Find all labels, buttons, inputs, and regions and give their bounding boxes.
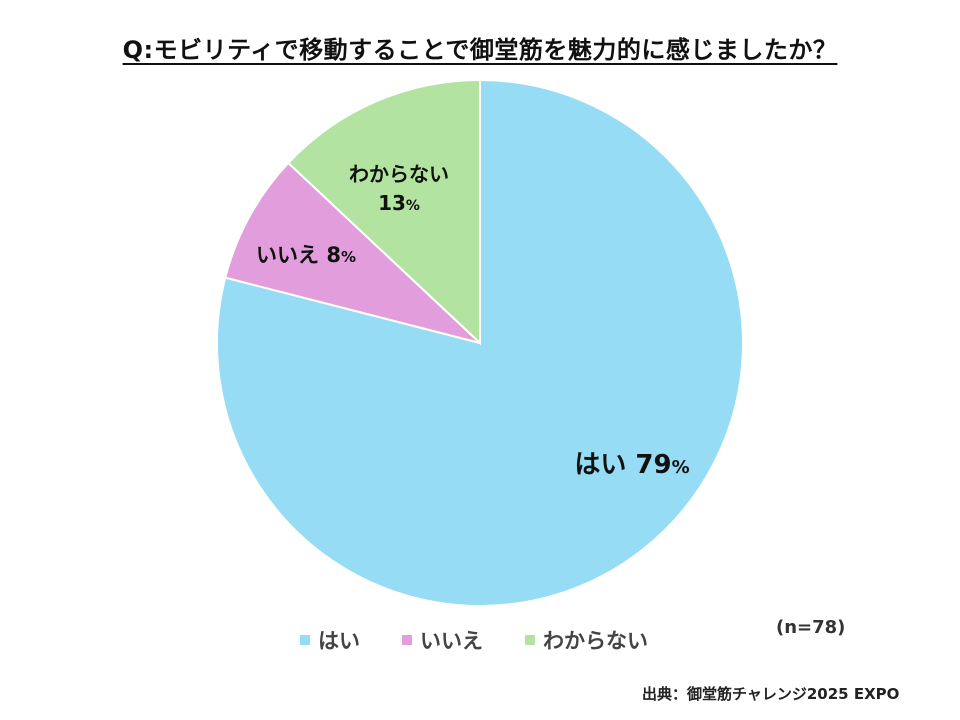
pie-labels: はい 79% いいえ 8% わからない 13% <box>256 162 690 480</box>
legend-swatch-yes <box>300 635 310 645</box>
legend-swatch-unknown <box>525 635 535 645</box>
slice-unknown <box>286 78 481 346</box>
legend-swatch-no <box>402 635 412 645</box>
legend-item-yes: はい <box>300 625 360 655</box>
legend-item-unknown: わからない <box>525 625 648 655</box>
legend-label-no: いいえ <box>420 629 483 653</box>
legend-label-yes: はい <box>318 629 360 653</box>
chart-title-text: Q:モビリティで移動することで御堂筋を魅力的に感じましたか？ <box>122 36 838 64</box>
slice-no <box>224 161 481 344</box>
legend-item-no: いいえ <box>402 625 483 655</box>
legend: はい いいえ わからない <box>300 625 690 655</box>
slice-label-unknown: わからない 13% <box>349 162 449 215</box>
slice-label-yes: はい 79% <box>574 450 689 480</box>
slice-label-no: いいえ 8% <box>256 243 356 267</box>
sample-size-note: (n=78) <box>776 617 846 638</box>
pie-slices <box>216 78 744 607</box>
source-note: 出典：御堂筋チャレンジ2025 EXPO <box>642 685 900 703</box>
chart-title: Q:モビリティで移動することで御堂筋を魅力的に感じましたか？ <box>0 30 960 65</box>
slice-yes <box>216 78 744 607</box>
legend-label-unknown: わからない <box>543 629 648 653</box>
